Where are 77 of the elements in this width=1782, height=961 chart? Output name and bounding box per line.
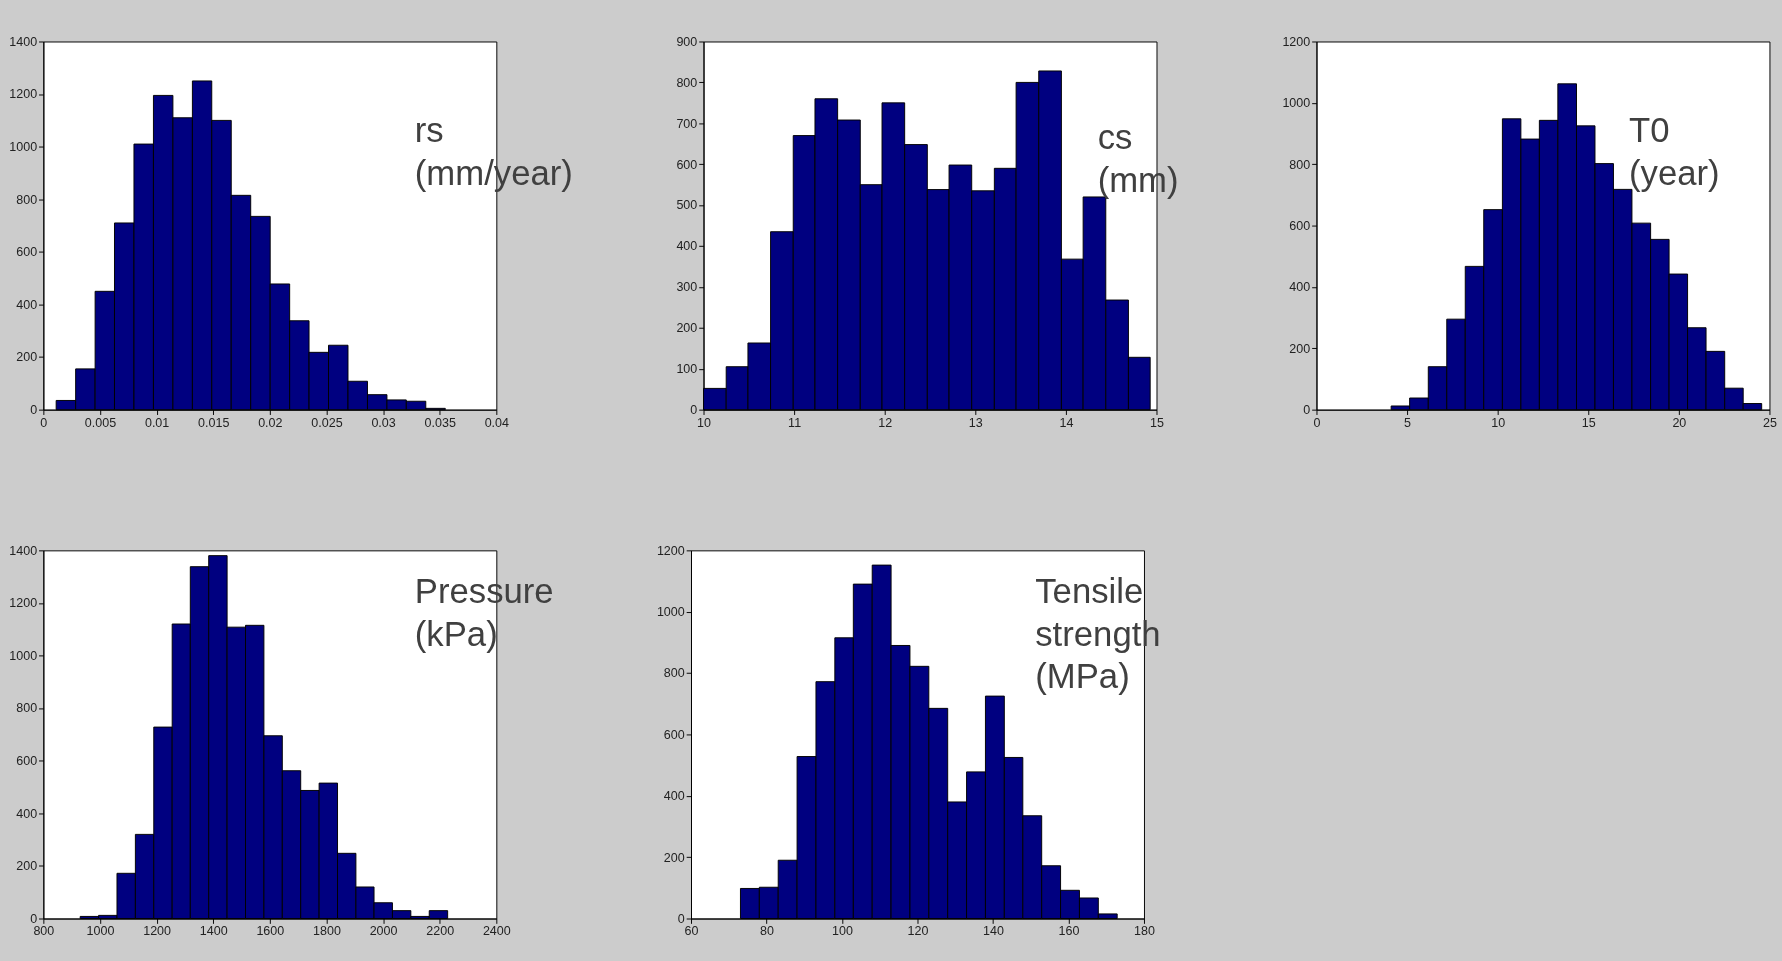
y-tick-label: 100 [676, 362, 698, 377]
x-tick-label: 10 [1491, 415, 1506, 430]
x-tick-label: 100 [832, 924, 853, 939]
x-tick-label: 11 [788, 415, 802, 430]
x-tick-label: 15 [1581, 415, 1596, 430]
x-tick-label: 5 [1404, 415, 1412, 430]
y-tick-label: 0 [1303, 403, 1311, 417]
y-tick-label: 0 [677, 911, 685, 926]
x-tick-label: 0 [40, 415, 48, 430]
x-tick-label: 20 [1672, 415, 1687, 430]
y-tick-label: 700 [676, 116, 698, 131]
x-tick-label: 60 [684, 924, 699, 939]
y-tick-label: 800 [1289, 157, 1311, 172]
y-tick-label: 200 [16, 859, 38, 874]
y-tick-label: 800 [676, 75, 698, 90]
y-tick-label: 0 [30, 403, 38, 417]
x-tick-label: 0.035 [424, 415, 456, 430]
x-tick-label: 12 [878, 415, 893, 430]
x-tick-label: 140 [983, 924, 1004, 939]
y-tick-label: 1000 [1282, 96, 1311, 111]
x-tick-label: 1200 [143, 924, 172, 939]
x-tick-label: 15 [1150, 415, 1164, 430]
x-tick-label: 120 [907, 924, 929, 939]
x-tick-label: 0.04 [484, 415, 510, 430]
x-tick-label: 0.01 [144, 415, 170, 430]
y-tick-label: 1000 [9, 140, 38, 155]
y-tick-label: 200 [1289, 341, 1311, 356]
x-tick-label: 80 [760, 924, 774, 939]
y-tick-label: 1200 [9, 87, 38, 102]
y-tick-label: 400 [16, 297, 38, 312]
x-tick-label: 0.005 [84, 415, 117, 430]
y-tick-label: 400 [16, 806, 38, 821]
y-tick-label: 1200 [656, 543, 685, 558]
x-tick-label: 2000 [369, 924, 398, 939]
x-tick-label: 14 [1059, 415, 1074, 430]
x-tick-label: 0.025 [311, 415, 343, 430]
x-tick-label: 0 [1313, 415, 1321, 430]
y-tick-label: 800 [16, 701, 38, 716]
x-tick-label: 10 [697, 415, 712, 430]
y-tick-label: 1200 [9, 596, 38, 611]
y-tick-label: 500 [676, 198, 698, 213]
y-tick-label: 1400 [9, 34, 38, 49]
y-tick-label: 1000 [656, 605, 685, 620]
annotation: T0 (year) [1629, 111, 1720, 192]
y-tick-label: 0 [30, 911, 38, 926]
y-tick-label: 800 [663, 666, 685, 681]
y-tick-label: 1000 [9, 648, 38, 663]
y-tick-label: 600 [663, 727, 685, 742]
x-tick-label: 180 [1134, 924, 1155, 939]
y-tick-label: 400 [663, 789, 685, 804]
y-tick-label: 800 [16, 192, 38, 207]
y-tick-label: 400 [676, 239, 698, 254]
x-tick-label: 2400 [482, 924, 511, 939]
x-tick-label: 25 [1762, 415, 1777, 430]
x-tick-label: 1800 [313, 924, 341, 939]
x-tick-label: 160 [1058, 924, 1080, 939]
y-tick-label: 300 [676, 280, 698, 295]
y-tick-label: 1200 [1282, 34, 1311, 49]
y-tick-label: 600 [16, 245, 38, 260]
y-tick-label: 200 [663, 850, 685, 865]
y-tick-label: 0 [690, 403, 698, 417]
y-tick-label: 900 [676, 34, 698, 49]
x-tick-label: 1600 [256, 924, 285, 939]
x-tick-label: 2200 [426, 924, 455, 939]
y-tick-label: 200 [676, 321, 698, 336]
y-tick-label: 200 [16, 350, 38, 365]
x-tick-label: 1400 [199, 924, 228, 939]
x-tick-label: 1000 [86, 924, 115, 939]
x-tick-label: 0.02 [258, 415, 283, 430]
x-tick-label: 0.015 [198, 415, 230, 430]
y-tick-label: 600 [16, 754, 38, 769]
x-tick-label: 0.03 [371, 415, 396, 430]
y-tick-label: 600 [676, 157, 698, 172]
y-tick-label: 1400 [9, 543, 38, 558]
y-tick-label: 600 [1289, 218, 1311, 233]
x-tick-label: 13 [968, 415, 983, 430]
y-tick-label: 400 [1289, 280, 1311, 295]
